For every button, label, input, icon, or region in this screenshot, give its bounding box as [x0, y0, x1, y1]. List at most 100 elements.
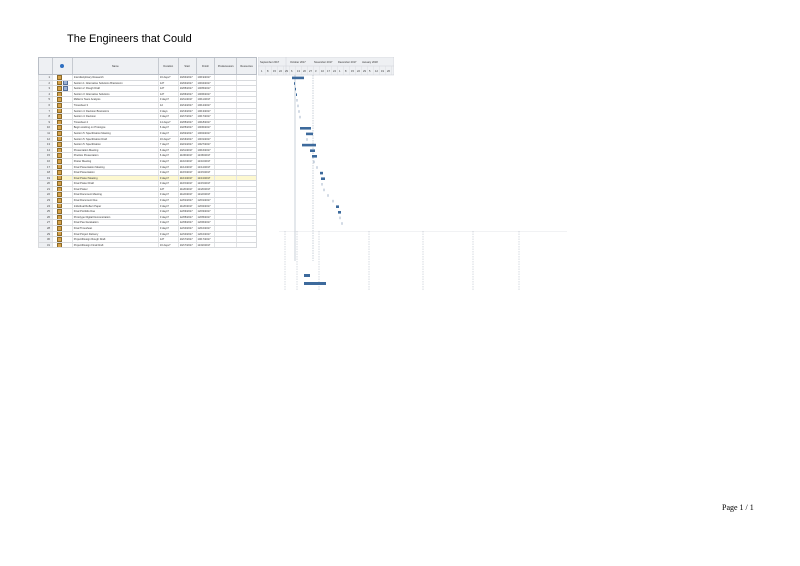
- task-predecessors[interactable]: [215, 226, 238, 231]
- task-resources[interactable]: [237, 226, 256, 231]
- table-row[interactable]: 11 Section 5: Specification Meeting 0 days…: [38, 130, 257, 137]
- task-finish[interactable]: 11/22/2017: [197, 192, 216, 198]
- task-start[interactable]: 10/17/2017: [179, 242, 197, 248]
- task-duration[interactable]: 1d: [159, 102, 179, 108]
- task-finish[interactable]: 10/17/2017: [197, 237, 216, 242]
- task-predecessors[interactable]: [215, 136, 238, 142]
- task-finish[interactable]: 10/17/2017: [197, 114, 216, 119]
- task-resources[interactable]: [237, 103, 256, 108]
- task-duration[interactable]: 0 days?: [159, 158, 179, 164]
- table-row[interactable]: 20 Final Poster Draft 0 days? 11/15/2017 11/…: [38, 181, 257, 187]
- task-predecessors[interactable]: [215, 119, 238, 125]
- task-duration[interactable]: 0 days?: [159, 214, 179, 220]
- task-predecessors[interactable]: [215, 80, 238, 86]
- task-resources[interactable]: [237, 92, 256, 97]
- task-finish[interactable]: 12/06/2017: [197, 220, 216, 226]
- task-name[interactable]: Section 1: Alternative Solutions Brainst…: [73, 80, 159, 86]
- header-info[interactable]: [53, 58, 73, 74]
- task-name[interactable]: Final Project Delivery: [73, 231, 159, 237]
- table-row[interactable]: 3 Section 2: Rough Draft 1d? 10/05/2017 10/0…: [38, 86, 257, 92]
- table-row[interactable]: 2 Section 1: Alternative Solutions Brains…: [38, 80, 257, 87]
- task-duration[interactable]: 6 days?: [159, 153, 179, 158]
- task-start[interactable]: 12/06/2017: [179, 220, 197, 226]
- table-row[interactable]: 12 Section 5: Specification Draft 16 days?…: [38, 136, 257, 143]
- task-resources[interactable]: [237, 131, 256, 136]
- table-row[interactable]: 6 Timesheet 3 1d 10/12/2017 10/12/2017: [38, 102, 257, 109]
- task-resources[interactable]: [237, 97, 256, 102]
- table-row[interactable]: 29 Final Project Delivery 0 days? 12/10/201…: [38, 231, 257, 238]
- task-start[interactable]: 11/13/2017: [179, 175, 197, 181]
- task-finish[interactable]: 12/01/2017: [197, 198, 216, 203]
- table-row[interactable]: 30 Project/Design Rough Draft 1d? 10/17/201…: [38, 237, 257, 243]
- task-predecessors[interactable]: [215, 231, 238, 237]
- task-name[interactable]: Section 5: Specification Meeting: [73, 130, 159, 136]
- task-finish[interactable]: 10/19/2017: [197, 75, 216, 80]
- task-name[interactable]: Section 2: Rough Draft: [73, 86, 159, 91]
- table-row[interactable]: 13 Section 5: Specification 7 days? 10/21/2…: [38, 142, 257, 148]
- task-finish[interactable]: 10/11/2017: [197, 97, 216, 102]
- task-resources[interactable]: [237, 165, 256, 170]
- task-resources[interactable]: [237, 220, 256, 225]
- table-row[interactable]: 25 Final Portfolio Due 0 days? 12/03/2017 12…: [38, 209, 257, 215]
- task-resources[interactable]: [237, 215, 256, 220]
- task-name[interactable]: Final Poster: [73, 186, 159, 192]
- task-resources[interactable]: [237, 125, 256, 130]
- task-start[interactable]: 10/13/2017: [179, 108, 197, 114]
- task-finish[interactable]: 12/10/2017: [197, 231, 216, 237]
- task-predecessors[interactable]: [215, 147, 238, 153]
- task-start[interactable]: 10/25/2017: [179, 125, 197, 130]
- task-resources[interactable]: [237, 204, 256, 209]
- task-finish[interactable]: 10/05/2017: [197, 86, 216, 91]
- task-duration[interactable]: 0 days?: [159, 170, 179, 175]
- task-duration[interactable]: 1d?: [159, 80, 179, 86]
- task-start[interactable]: 12/05/2017: [179, 214, 197, 220]
- task-name[interactable]: Final Peer Evaluation: [73, 220, 159, 226]
- table-row[interactable]: 17 Final Presentation Meeting 0 days? 11/14…: [38, 164, 257, 171]
- task-start[interactable]: 10/05/2017: [179, 86, 197, 91]
- task-finish[interactable]: 11/02/2017: [197, 242, 216, 248]
- task-start[interactable]: 12/10/2017: [179, 226, 197, 231]
- table-row[interactable]: 9 Timesheet 4 14 days? 10/05/2017 10/18/2017: [38, 119, 257, 126]
- task-duration[interactable]: 1d?: [159, 91, 179, 97]
- task-resources[interactable]: [237, 198, 256, 203]
- table-row[interactable]: 1 Interdisciplinary Research 16 days? 10/04…: [38, 75, 257, 81]
- table-row[interactable]: 15 Practice Presentation 6 days? 11/06/2017…: [38, 153, 257, 159]
- task-duration[interactable]: 0 days?: [159, 231, 179, 237]
- task-finish[interactable]: 11/15/2017: [197, 170, 216, 175]
- task-start[interactable]: 10/16/2017: [179, 136, 197, 142]
- task-duration[interactable]: 16 days?: [159, 75, 179, 80]
- table-row[interactable]: 28 Final Timesheet 0 days? 12/10/2017 12/10/…: [38, 226, 257, 232]
- table-row[interactable]: 27 Final Peer Evaluation 0 days? 12/06/2017…: [38, 220, 257, 227]
- task-finish[interactable]: 11/15/2017: [197, 181, 216, 186]
- task-start[interactable]: 12/01/2017: [179, 198, 197, 203]
- task-name[interactable]: Interdisciplinary Research: [73, 75, 159, 80]
- task-name[interactable]: Section 5: Specification Draft: [73, 136, 159, 142]
- task-finish[interactable]: 10/30/2017: [197, 125, 216, 130]
- task-name[interactable]: Final Portfolio Due: [73, 209, 159, 214]
- task-resources[interactable]: [237, 187, 256, 192]
- task-start[interactable]: 11/06/2017: [179, 153, 197, 158]
- task-name[interactable]: Section 4: Decision: [73, 114, 159, 119]
- task-finish[interactable]: 10/27/2017: [197, 142, 216, 147]
- task-predecessors[interactable]: [215, 175, 238, 181]
- task-duration[interactable]: 7 days?: [159, 142, 179, 147]
- task-duration[interactable]: 16 days?: [159, 242, 179, 248]
- task-resources[interactable]: [237, 243, 256, 248]
- task-start[interactable]: 10/05/2017: [179, 119, 197, 125]
- task-resources[interactable]: [237, 137, 256, 142]
- task-predecessors[interactable]: [215, 86, 238, 91]
- task-duration[interactable]: 0 days: [159, 108, 179, 114]
- task-name[interactable]: Final Document Due: [73, 198, 159, 203]
- task-resources[interactable]: [237, 209, 256, 214]
- task-predecessors[interactable]: [215, 192, 238, 198]
- task-resources[interactable]: [237, 75, 256, 80]
- task-start[interactable]: 11/20/2017: [179, 186, 197, 192]
- task-name[interactable]: Practice Presentation: [73, 153, 159, 158]
- task-duration[interactable]: 0 days?: [159, 130, 179, 136]
- table-row[interactable]: 10 Begin working on Prototype 6 days? 10/25…: [38, 125, 257, 131]
- task-start[interactable]: 10/04/2017: [179, 80, 197, 86]
- task-finish[interactable]: 11/13/2017: [197, 175, 216, 181]
- table-row[interactable]: 24 Individual Reflect Paper 0 days? 11/20/2…: [38, 203, 257, 210]
- task-predecessors[interactable]: [215, 125, 238, 130]
- task-predecessors[interactable]: [215, 114, 238, 119]
